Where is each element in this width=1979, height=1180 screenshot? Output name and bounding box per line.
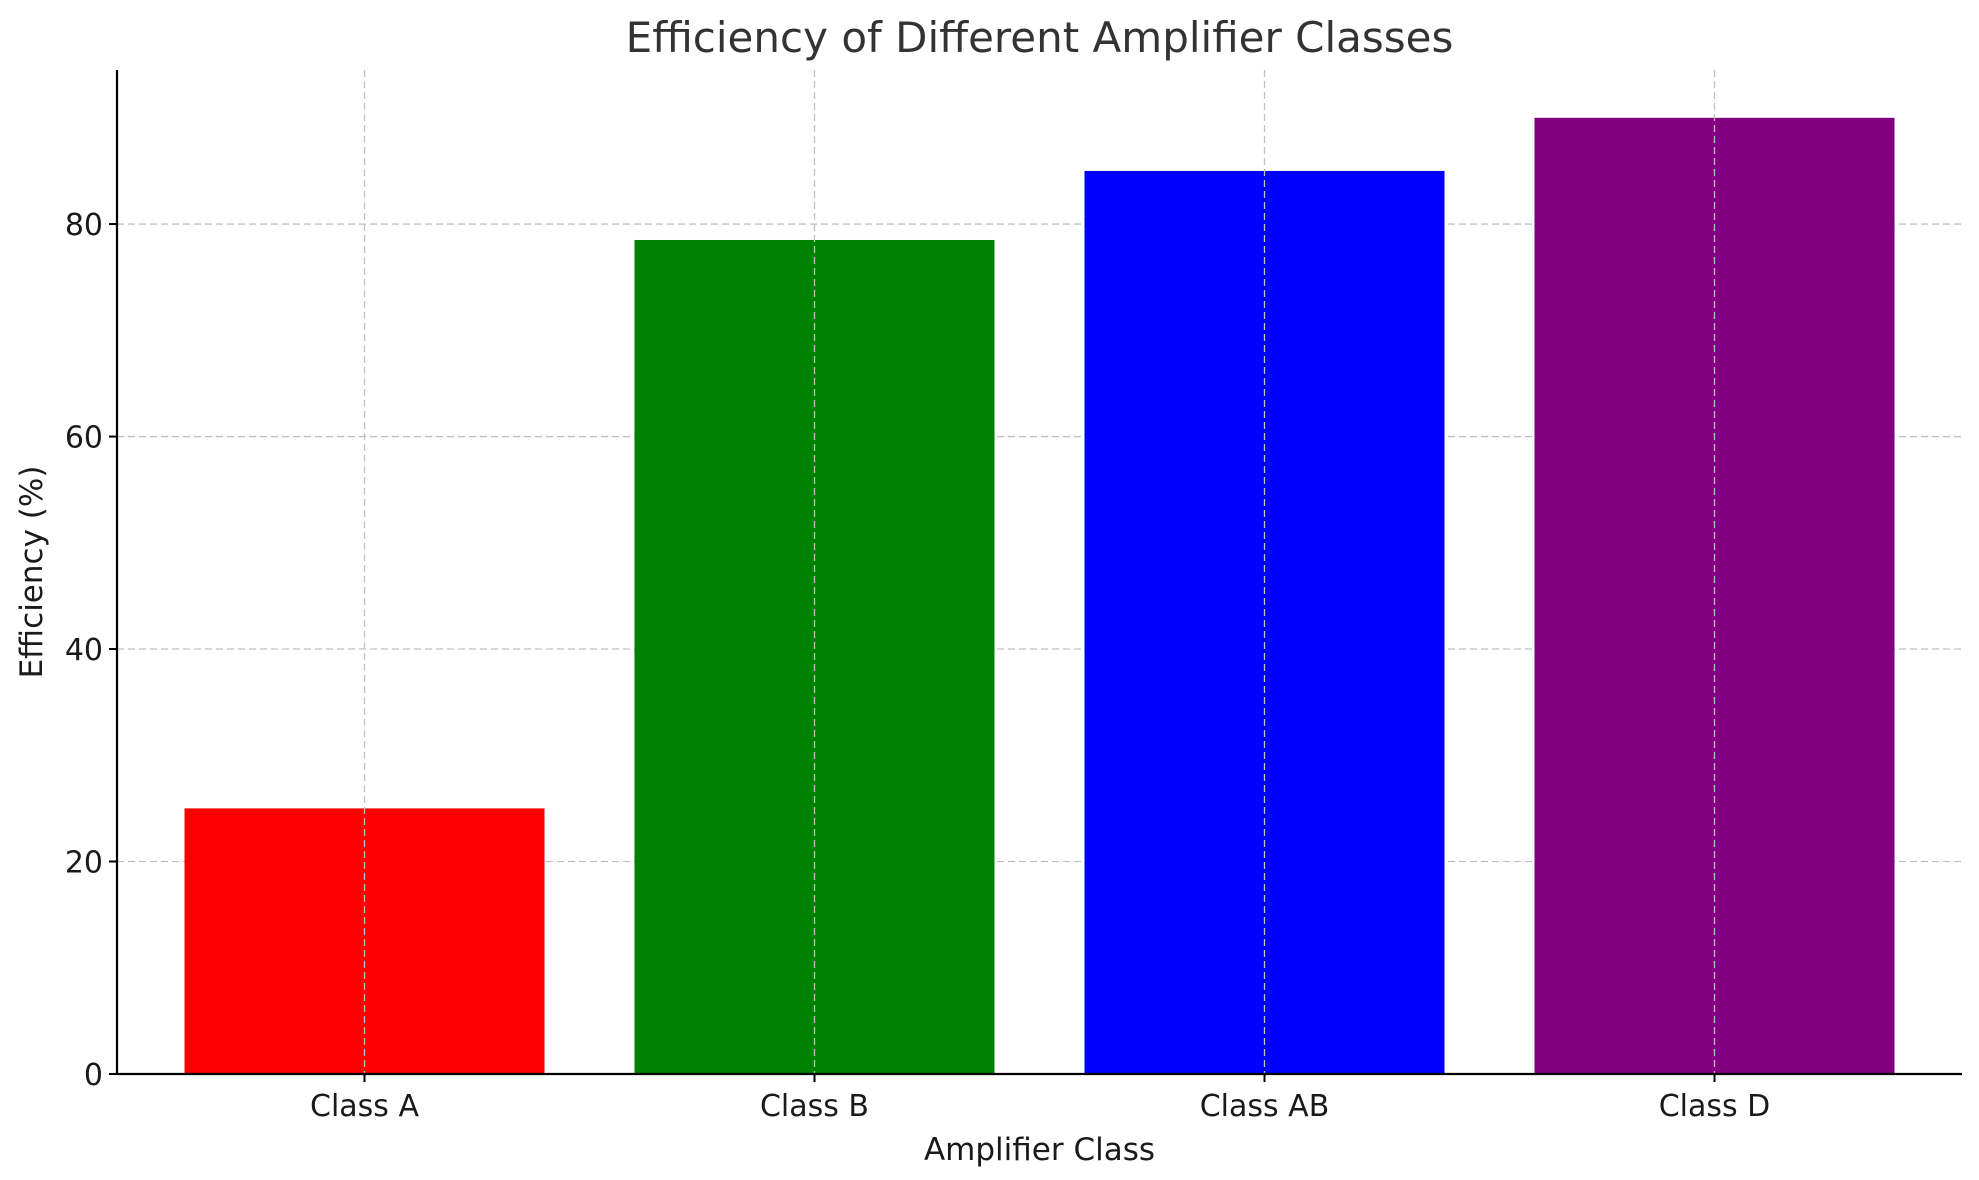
x-tick-label: Class AB (1200, 1089, 1330, 1124)
x-axis-label: Amplifier Class (924, 1132, 1155, 1168)
y-tick-label: 60 (65, 421, 103, 456)
vertical-grid-layer (363, 70, 1716, 1074)
bars-layer (184, 117, 1895, 1075)
y-tick-label: 0 (84, 1058, 103, 1093)
x-tick-label: Class B (760, 1089, 869, 1124)
x-tick-label: Class D (1659, 1089, 1771, 1124)
x-ticks: Class A Class B Class AB Class D (310, 1074, 1770, 1124)
y-ticks: 0 20 40 60 80 (65, 208, 117, 1093)
y-tick-label: 20 (65, 846, 103, 881)
bar-class-d (1534, 117, 1895, 1075)
y-tick-label: 80 (65, 208, 103, 243)
axes-layer (115, 70, 1962, 1076)
x-tick-label: Class A (310, 1089, 419, 1124)
y-tick-label: 40 (65, 633, 103, 668)
chart-title: Efficiency of Different Amplifier Classe… (626, 13, 1454, 62)
y-axis-label: Efficiency (%) (14, 466, 50, 679)
